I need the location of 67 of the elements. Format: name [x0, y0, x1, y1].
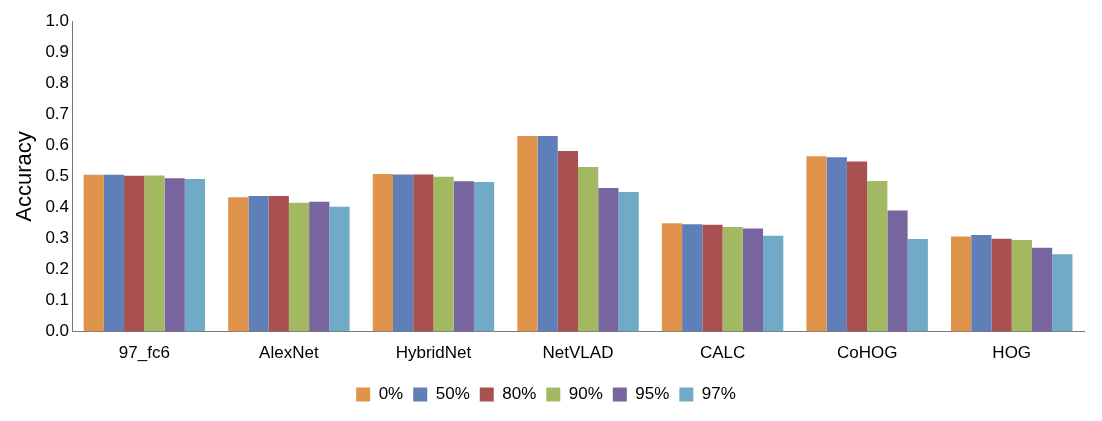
bar [826, 157, 847, 332]
y-tick-label: 0.8 [45, 72, 70, 92]
bar [702, 224, 723, 332]
y-tick-label: 0.9 [45, 41, 70, 61]
bar [661, 223, 683, 332]
bar [742, 228, 764, 332]
y-tick-label: 0.1 [45, 290, 70, 310]
bar [806, 156, 827, 332]
bar [103, 174, 125, 332]
bar [453, 181, 474, 332]
x-tick-label: CALC [699, 343, 746, 363]
bar [309, 201, 330, 332]
bar [144, 175, 165, 332]
x-tick-label: AlexNet [259, 343, 319, 363]
bar [184, 178, 206, 332]
bar [763, 235, 784, 332]
bar [372, 173, 393, 332]
bar [557, 150, 579, 332]
bar [433, 176, 454, 332]
legend-label: 90% [568, 384, 603, 404]
bar [1031, 247, 1053, 332]
legend-label: 50% [435, 384, 470, 404]
y-tick-label: 0.7 [45, 104, 70, 124]
bar [618, 191, 639, 332]
bar [578, 167, 599, 332]
y-tick-label: 0.6 [45, 135, 70, 155]
bar [951, 236, 972, 332]
bar [1052, 254, 1073, 332]
x-tick-label: NetVLAD [542, 343, 614, 363]
y-axis-title: Accuracy [11, 131, 37, 222]
y-tick-label: 0.3 [45, 228, 70, 248]
x-tick-label: HybridNet [395, 343, 472, 363]
bar [517, 136, 538, 332]
legend-label: 80% [502, 384, 537, 404]
bar [83, 174, 104, 332]
bar [268, 195, 289, 332]
bar [971, 235, 992, 332]
bar [1011, 240, 1032, 332]
bar [887, 210, 908, 332]
legend-label: 0% [378, 384, 404, 404]
x-tick-label: CoHOG [836, 343, 898, 363]
bar [867, 181, 888, 332]
x-tick-label: 97_fc6 [118, 343, 170, 363]
bar [288, 202, 310, 332]
legend-label: 95% [635, 384, 670, 404]
bar [329, 206, 350, 332]
x-tick-label: HOG [992, 343, 1032, 363]
bar [473, 181, 495, 332]
bar [413, 174, 434, 332]
y-tick-label: 0.4 [45, 197, 70, 217]
bar [392, 174, 414, 332]
bar [682, 224, 703, 332]
bar [991, 238, 1012, 332]
y-tick-label: 1.0 [45, 10, 70, 30]
bar [248, 195, 269, 332]
y-tick-label: 0.5 [45, 166, 70, 186]
bar [164, 178, 185, 332]
bar [124, 175, 145, 332]
bar [537, 136, 558, 332]
legend-label: 97% [701, 384, 736, 404]
bar [598, 187, 619, 332]
bar [907, 239, 928, 332]
bar [722, 227, 743, 332]
y-tick-label: 0.0 [45, 321, 70, 341]
bar [846, 161, 868, 332]
y-tick-label: 0.2 [45, 259, 70, 279]
bar [228, 197, 249, 332]
